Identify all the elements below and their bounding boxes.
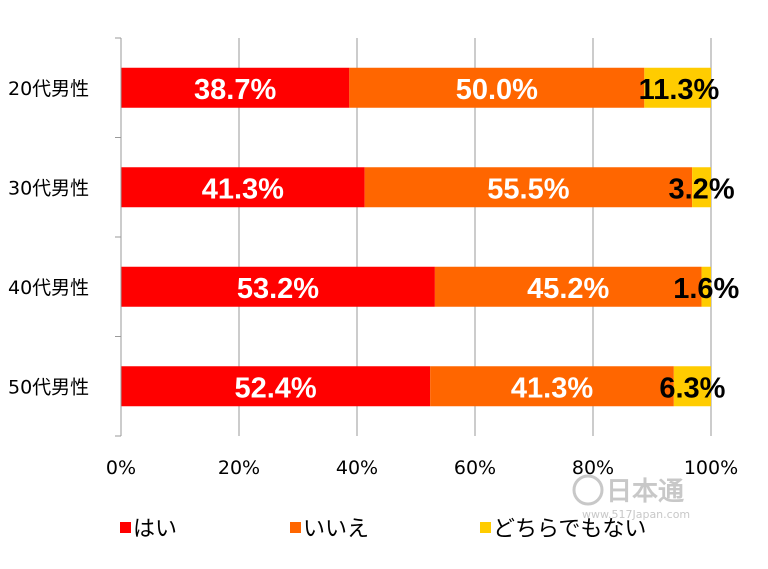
data-label: 55.5%: [487, 173, 569, 205]
data-label: 3.2%: [669, 173, 735, 205]
data-label: 38.7%: [194, 74, 276, 106]
watermark-subtitle: www.517Japan.com: [582, 508, 690, 521]
data-label: 53.2%: [237, 273, 319, 305]
legend-label: はい: [133, 517, 177, 542]
category-label: 20代男性: [8, 78, 89, 100]
legend: はい いいえ どちらでもない: [120, 517, 646, 542]
data-label: 41.3%: [511, 372, 593, 404]
bar-segment-1: [121, 167, 365, 208]
watermark: 日本通 www.517Japan.com: [572, 474, 690, 521]
data-label: 50.0%: [456, 74, 538, 106]
watermark-logo-icon: [572, 474, 604, 506]
bar-segment-2: [349, 67, 645, 108]
bars: [121, 67, 711, 407]
category-label: 30代男性: [8, 177, 89, 199]
bar-segment-3: [692, 167, 711, 208]
x-tick-label: 20%: [218, 457, 260, 479]
bar-segment-3: [673, 366, 711, 407]
bar-segment-1: [121, 67, 350, 108]
axes: 0% 20% 40% 60% 80% 100% 20代男性 30代男性 40代男性 50代男性: [8, 37, 738, 479]
category-label: 40代男性: [8, 277, 89, 299]
x-tick-label: 60%: [454, 457, 496, 479]
bar-segment-2: [364, 167, 693, 208]
data-label: 11.3%: [639, 74, 720, 106]
x-tick-label: 0%: [106, 457, 136, 479]
legend-swatch: [480, 522, 491, 533]
bar-segment-3: [701, 266, 711, 307]
legend-swatch: [120, 522, 131, 533]
x-tick-label: 80%: [572, 457, 614, 479]
x-tick-label: 40%: [336, 457, 378, 479]
category-label: 50代男性: [8, 376, 89, 398]
legend-swatch: [290, 522, 301, 533]
bar-segment-2: [434, 266, 702, 307]
bar-segment-3: [644, 67, 711, 108]
legend-label: いいえ: [303, 517, 369, 542]
bar-segment-2: [430, 366, 674, 407]
data-label: 1.6%: [673, 273, 739, 305]
data-labels: 38.7% 50.0% 11.3% 41.3% 55.5% 3.2% 53.2% 45.2% 1…: [194, 74, 739, 405]
data-label: 41.3%: [202, 173, 284, 205]
bar-segment-1: [121, 266, 435, 307]
data-label: 6.3%: [659, 372, 725, 404]
data-label: 52.4%: [234, 372, 316, 404]
bar-segment-1: [121, 366, 431, 407]
x-tick-label: 100%: [684, 457, 738, 479]
watermark-title: 日本通: [606, 477, 684, 507]
data-label: 45.2%: [527, 273, 609, 305]
legend-label: どちらでもない: [493, 517, 646, 542]
